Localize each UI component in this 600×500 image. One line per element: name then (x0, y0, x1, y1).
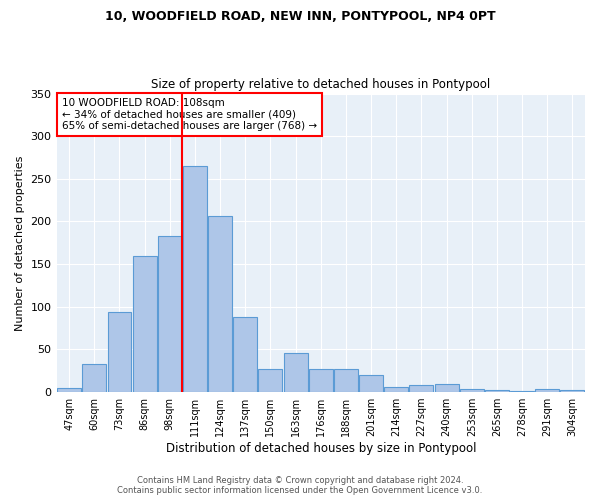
Text: 10 WOODFIELD ROAD: 108sqm
← 34% of detached houses are smaller (409)
65% of semi: 10 WOODFIELD ROAD: 108sqm ← 34% of detac… (62, 98, 317, 131)
Bar (409, 386, 433, 392)
Bar (183, 166, 207, 392)
Bar (158, 236, 182, 392)
Bar (107, 312, 131, 392)
Bar (334, 369, 358, 392)
Bar (385, 387, 408, 392)
Bar (485, 390, 509, 392)
Bar (359, 375, 383, 392)
Text: 10, WOODFIELD ROAD, NEW INN, PONTYPOOL, NP4 0PT: 10, WOODFIELD ROAD, NEW INN, PONTYPOOL, … (104, 10, 496, 23)
Bar (284, 353, 308, 392)
Bar (57, 388, 81, 392)
Text: Contains HM Land Registry data © Crown copyright and database right 2024.
Contai: Contains HM Land Registry data © Crown c… (118, 476, 482, 495)
Bar (535, 388, 559, 392)
Bar (133, 256, 157, 392)
Title: Size of property relative to detached houses in Pontypool: Size of property relative to detached ho… (151, 78, 490, 91)
Bar (309, 369, 333, 392)
Y-axis label: Number of detached properties: Number of detached properties (15, 155, 25, 330)
Bar (560, 390, 584, 392)
X-axis label: Distribution of detached houses by size in Pontypool: Distribution of detached houses by size … (166, 442, 476, 455)
Bar (233, 317, 257, 392)
Bar (259, 369, 283, 392)
Bar (510, 391, 534, 392)
Bar (460, 388, 484, 392)
Bar (208, 216, 232, 392)
Bar (434, 384, 458, 392)
Bar (82, 364, 106, 392)
